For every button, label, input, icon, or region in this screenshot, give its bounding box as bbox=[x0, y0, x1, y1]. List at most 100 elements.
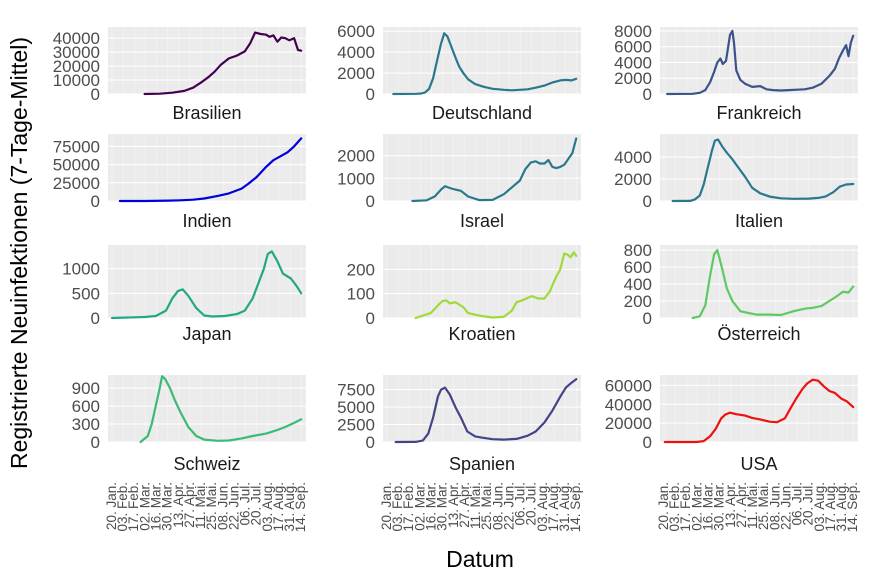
panel-background bbox=[660, 27, 858, 94]
panel-background bbox=[383, 375, 581, 442]
panel-title: USA bbox=[740, 454, 777, 474]
y-tick-label: 2000 bbox=[337, 64, 375, 83]
x-tick-column: 20. Jan.03. Feb.17. Feb.02. Mar.16. Mar.… bbox=[656, 482, 860, 532]
y-tick-label: 600 bbox=[624, 258, 652, 277]
panel-background bbox=[108, 27, 306, 94]
x-tick-label: 14. Sep. bbox=[293, 482, 308, 532]
y-tick-label: 0 bbox=[366, 85, 375, 104]
y-tick-label: 8000 bbox=[614, 22, 652, 41]
x-tick-label: 27. Apr. bbox=[457, 482, 472, 528]
y-tick-label: 0 bbox=[643, 85, 652, 104]
x-tick-column: 20. Jan.03. Feb.17. Feb.02. Mar.16. Mar.… bbox=[379, 482, 583, 532]
panel-kroatien: 0 100 200 Kroatien bbox=[347, 245, 581, 344]
y-tick-label: 4000 bbox=[614, 148, 652, 167]
y-tick-label: 10000 bbox=[53, 71, 100, 90]
y-tick-label: 0 bbox=[366, 433, 375, 452]
y-tick-label: 20000 bbox=[53, 57, 100, 76]
x-tick-label: 06. Jul. bbox=[238, 482, 253, 526]
series-line-israel bbox=[411, 137, 578, 203]
x-tick-label: 27. Apr. bbox=[182, 482, 197, 528]
x-tick-label: 20. Jul. bbox=[249, 482, 264, 526]
y-tick-label: 0 bbox=[643, 433, 652, 452]
panel-title: Österreich bbox=[717, 324, 800, 344]
x-tick-label: 02. Mar. bbox=[137, 482, 152, 531]
series-line-japan bbox=[110, 250, 303, 320]
x-tick-label: 17. Feb. bbox=[678, 482, 693, 532]
panel-italien: 0 2000 4000 Italien bbox=[614, 134, 858, 231]
x-tick-label: 20. Jul. bbox=[524, 482, 539, 526]
x-tick-label: 31. Aug. bbox=[834, 482, 849, 532]
y-tick-label: 20000 bbox=[605, 414, 652, 433]
x-tick-label: 31. Aug. bbox=[282, 482, 297, 532]
panel-title: Schweiz bbox=[173, 454, 240, 474]
x-tick-label: 17. Feb. bbox=[401, 482, 416, 532]
x-tick-labels: 20. Jan.03. Feb.17. Feb.02. Mar.16. Mar.… bbox=[104, 482, 860, 532]
y-axis-label: Registrierte Neuinfektionen (7-Tage-Mitt… bbox=[6, 37, 32, 469]
x-tick-label: 16. Mar. bbox=[424, 482, 439, 531]
y-tick-label: 1000 bbox=[62, 260, 100, 279]
y-tick-label: 800 bbox=[624, 241, 652, 260]
x-tick-label: 03. Feb. bbox=[667, 482, 682, 532]
y-tick-label: 2000 bbox=[614, 69, 652, 88]
x-tick-label: 30. Mar. bbox=[712, 482, 727, 531]
y-tick-label: 0 bbox=[91, 309, 100, 328]
y-tick-label: 40000 bbox=[605, 395, 652, 414]
x-tick-label: 03. Aug. bbox=[535, 482, 550, 532]
panel-deutschland: 0 2000 4000 6000 Deutschland bbox=[337, 22, 581, 123]
y-tick-label: 0 bbox=[91, 192, 100, 211]
series-line-indien bbox=[118, 137, 303, 203]
x-tick-label: 02. Mar. bbox=[689, 482, 704, 531]
x-tick-label: 31. Aug. bbox=[557, 482, 572, 532]
panel-background bbox=[108, 245, 306, 318]
x-tick-label: 17. Aug. bbox=[823, 482, 838, 532]
panel-title: Frankreich bbox=[716, 103, 801, 123]
series-line-frankreich bbox=[666, 29, 855, 96]
y-tick-label: 60000 bbox=[605, 376, 652, 395]
x-tick-label: 11. Mai. bbox=[745, 482, 760, 529]
panel-background bbox=[383, 27, 581, 94]
x-tick-label: 25. Mai. bbox=[479, 482, 494, 530]
x-tick-label: 11. Mai. bbox=[468, 482, 483, 529]
x-tick-label: 13. Apr. bbox=[171, 482, 186, 528]
x-tick-label: 14. Sep. bbox=[568, 482, 583, 532]
panel-background bbox=[108, 134, 306, 201]
panel-background bbox=[108, 375, 306, 442]
x-tick-label: 20. Jan. bbox=[379, 482, 394, 530]
series-line-spanien bbox=[394, 378, 578, 444]
y-tick-label: 2500 bbox=[337, 416, 375, 435]
x-tick-label: 16. Mar. bbox=[701, 482, 716, 531]
series-line-schweiz bbox=[139, 375, 303, 444]
panel-japan: 0 500 1000 Japan bbox=[62, 245, 306, 344]
x-tick-label: 08. Jun. bbox=[215, 482, 230, 530]
x-tick-label: 02. Mar. bbox=[412, 482, 427, 531]
y-tick-label: 6000 bbox=[337, 22, 375, 41]
x-tick-label: 06. Jul. bbox=[790, 482, 805, 526]
y-tick-label: 2000 bbox=[337, 147, 375, 166]
panel-background bbox=[660, 245, 858, 318]
y-tick-label: 2000 bbox=[614, 170, 652, 189]
panel-title: Israel bbox=[460, 211, 504, 231]
series-line-kroatien bbox=[414, 251, 578, 320]
x-tick-label: 25. Mai. bbox=[756, 482, 771, 530]
y-tick-label: 40000 bbox=[53, 29, 100, 48]
x-tick-label: 11. Mai. bbox=[193, 482, 208, 529]
panel-title: Kroatien bbox=[448, 324, 515, 344]
panel-title: Deutschland bbox=[432, 103, 532, 123]
y-tick-label: 200 bbox=[347, 260, 375, 279]
y-tick-label: 75000 bbox=[53, 137, 100, 156]
y-tick-label: 30000 bbox=[53, 43, 100, 62]
panel-background bbox=[660, 134, 858, 201]
y-tick-label: 0 bbox=[91, 85, 100, 104]
y-tick-label: 200 bbox=[624, 292, 652, 311]
y-tick-label: 6000 bbox=[614, 38, 652, 57]
y-tick-label: 0 bbox=[91, 433, 100, 452]
x-tick-label: 22. Jun. bbox=[778, 482, 793, 530]
y-tick-label: 0 bbox=[366, 309, 375, 328]
panel-title: Japan bbox=[182, 324, 231, 344]
x-axis-label: Datum bbox=[446, 546, 514, 572]
